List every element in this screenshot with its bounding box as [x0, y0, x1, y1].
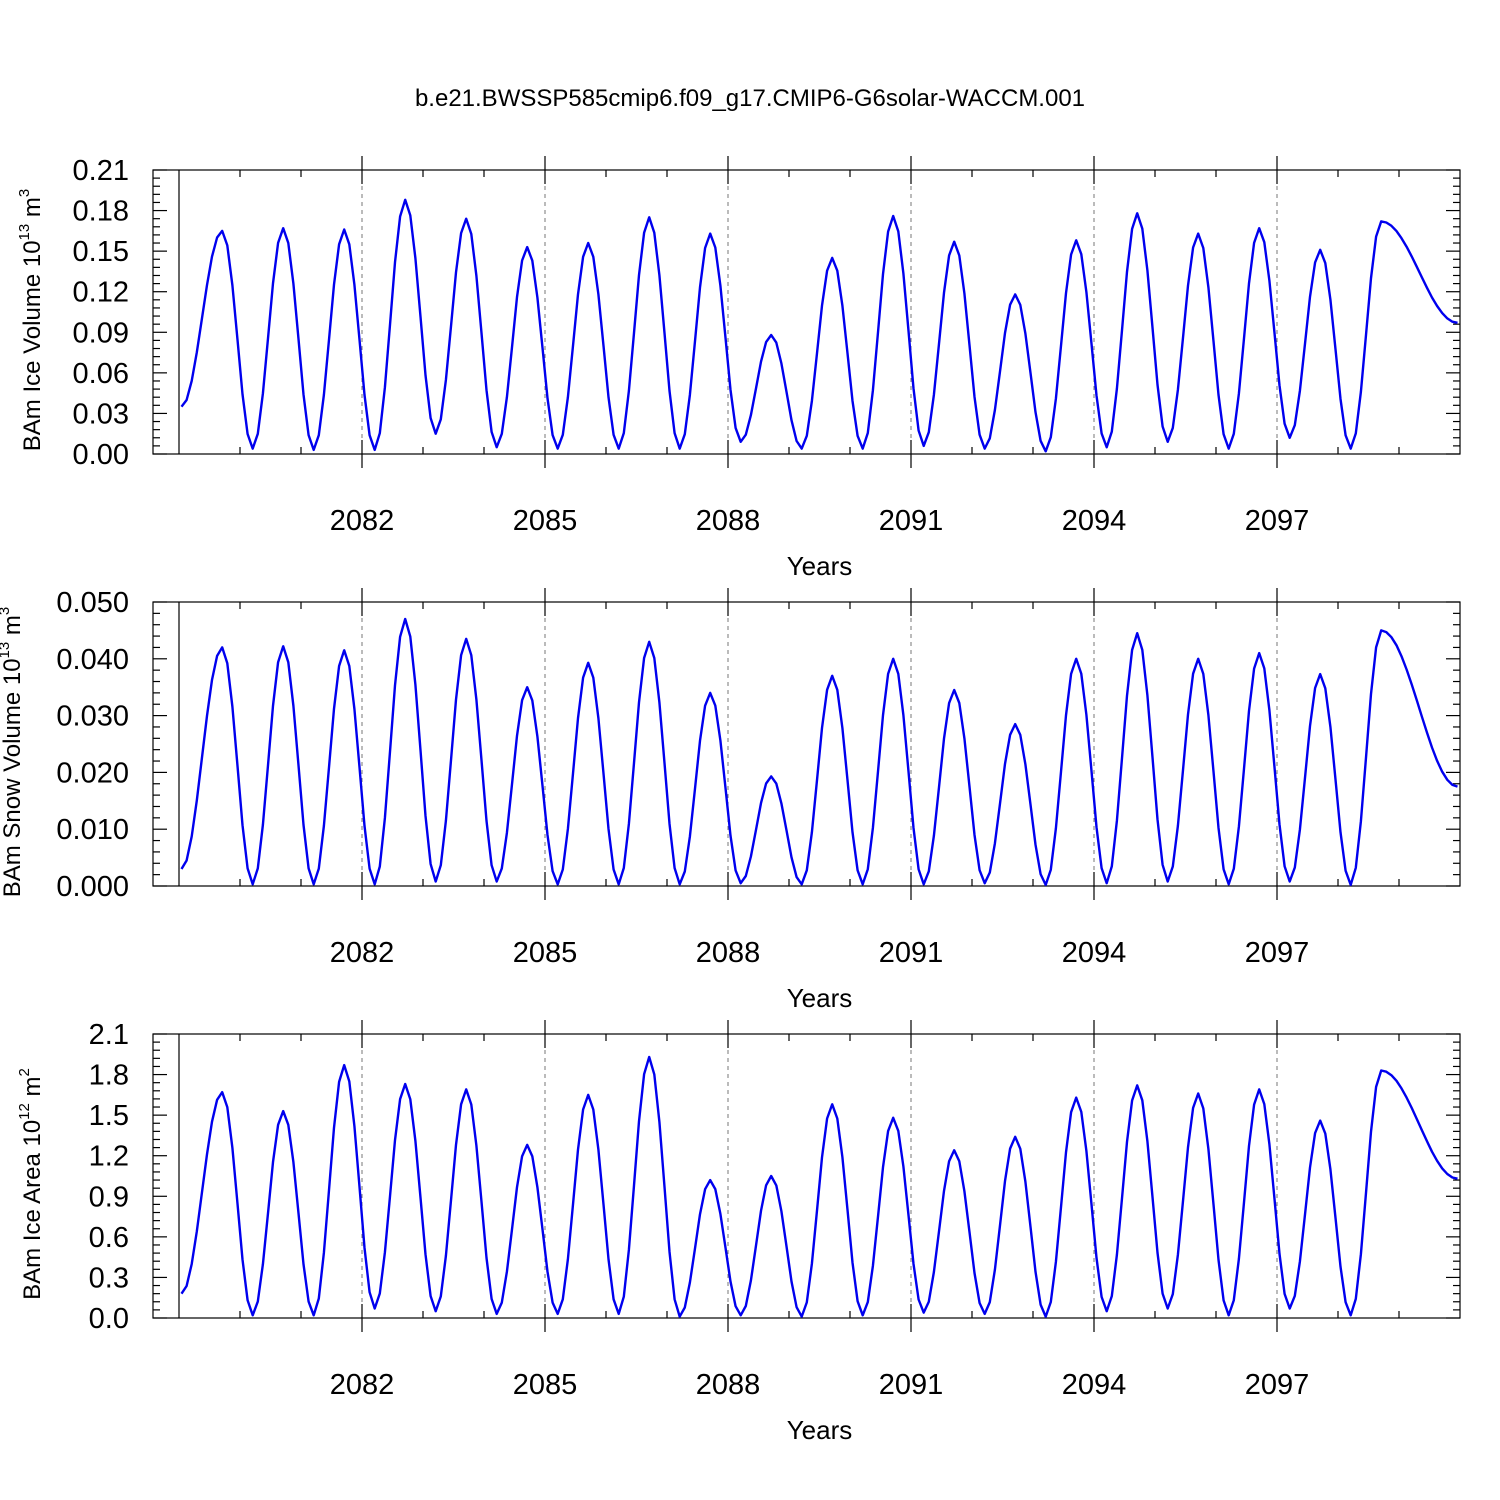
- x-tick-label: 2088: [696, 505, 761, 537]
- x-tick-label: 2082: [330, 937, 395, 969]
- y-tick-label: 0.09: [73, 317, 129, 349]
- x-axis-label: Years: [787, 551, 853, 581]
- x-tick-label: 2085: [513, 505, 578, 537]
- plot-frame: [152, 601, 1461, 887]
- y-tick-label: 1.2: [89, 1141, 129, 1173]
- y-tick-label: 0.000: [56, 871, 129, 903]
- x-tick-label: 2094: [1062, 937, 1127, 969]
- y-tick-label: 2.1: [89, 1019, 129, 1051]
- y-tick-label: 0.030: [56, 701, 129, 733]
- y-tick-label: 0.15: [73, 236, 129, 268]
- y-tick-label: 0.03: [73, 398, 129, 430]
- x-tick-label: 2088: [696, 1369, 761, 1401]
- x-tick-label: 2091: [879, 505, 944, 537]
- y-tick-label: 0.6: [89, 1222, 129, 1254]
- x-tick-label: 2085: [513, 1369, 578, 1401]
- plot-frame: [152, 169, 1461, 455]
- y-tick-label: 0.0: [89, 1303, 129, 1335]
- x-tick-label: 2088: [696, 937, 761, 969]
- x-tick-label: 2082: [330, 505, 395, 537]
- y-tick-label: 0.21: [73, 155, 129, 187]
- series-line: [180, 198, 1458, 453]
- panel-1: 0.00 0.03 0.06 0.09 0.12 0.15 0.18 0.21 2082 2085…: [16, 155, 1461, 581]
- series-line: [180, 617, 1458, 887]
- y-axis-label: BAm Snow Volume 1013 m3: [0, 607, 26, 898]
- series-line: [180, 1055, 1458, 1318]
- x-tick-label: 2094: [1062, 1369, 1127, 1401]
- y-tick-label: 0.00: [73, 439, 129, 471]
- x-tick-label: 2082: [330, 1369, 395, 1401]
- x-tick-label: 2085: [513, 937, 578, 969]
- y-tick-label: 0.18: [73, 196, 129, 228]
- y-tick-label: 0.3: [89, 1262, 129, 1294]
- panel-3: 0.0 0.3 0.6 0.9 1.2 1.5 1.8 2.1 2082 2085 2088 2091…: [16, 1019, 1461, 1445]
- plot-frame: [152, 1033, 1461, 1319]
- y-tick-label: 0.12: [73, 277, 129, 309]
- y-axis-label: BAm Ice Volume 1013 m3: [16, 189, 46, 451]
- y-axis-label: BAm Ice Area 1012 m2: [16, 1068, 46, 1300]
- x-tick-label: 2097: [1245, 1369, 1310, 1401]
- y-tick-label: 0.06: [73, 358, 129, 390]
- x-tick-label: 2097: [1245, 937, 1310, 969]
- panel-2: 0.000 0.010 0.020 0.030 0.040 0.050 2082 2085 20…: [0, 587, 1461, 1013]
- x-axis-label: Years: [787, 1415, 853, 1445]
- y-tick-label: 0.020: [56, 757, 129, 789]
- x-tick-label: 2097: [1245, 505, 1310, 537]
- y-tick-label: 0.050: [56, 587, 129, 619]
- y-tick-label: 1.5: [89, 1100, 129, 1132]
- y-tick-label: 0.9: [89, 1181, 129, 1213]
- x-tick-label: 2094: [1062, 505, 1127, 537]
- y-tick-label: 0.010: [56, 814, 129, 846]
- y-tick-label: 1.8: [89, 1060, 129, 1092]
- chart-title: b.e21.BWSSP585cmip6.f09_g17.CMIP6-G6sola…: [415, 85, 1085, 112]
- y-tick-label: 0.040: [56, 644, 129, 676]
- x-axis-label: Years: [787, 983, 853, 1013]
- x-tick-label: 2091: [879, 937, 944, 969]
- x-tick-label: 2091: [879, 1369, 944, 1401]
